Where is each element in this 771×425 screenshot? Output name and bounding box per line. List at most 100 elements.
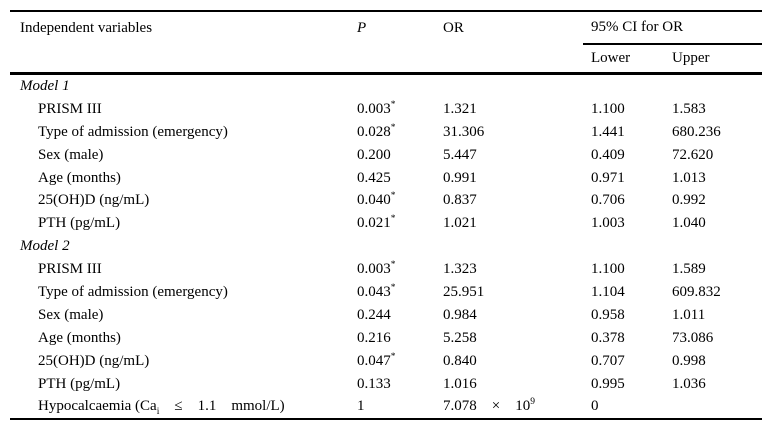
variable-subscript: i [156, 407, 160, 418]
p-value: 0.003* [357, 99, 396, 117]
ci-lower-value: 1.100 [591, 261, 625, 278]
significance-asterisk: * [390, 282, 396, 293]
ci-lower-value: 1.441 [591, 123, 625, 140]
regression-results-table: Independent variables P OR 95% CI for OR… [10, 10, 762, 421]
or-value: 0.991 [443, 169, 477, 186]
variable-label: Hypocalcaemia (Cai ≤ 1.1 mmol/L) [38, 398, 285, 418]
p-value: 0.003* [357, 260, 396, 278]
p-value: 0.216 [357, 329, 391, 346]
or-value: 0.840 [443, 352, 477, 369]
or-value: 7.078 × 109 [443, 397, 535, 415]
or-value: 5.258 [443, 329, 477, 346]
table-row: Sex (male) 0.244 0.984 0.958 1.011 [10, 304, 762, 327]
p-value: 0.200 [357, 146, 391, 163]
ci-lower-value: 1.104 [591, 283, 625, 300]
ci-upper-value: 73.086 [672, 329, 714, 346]
p-value: 0.040* [357, 191, 396, 209]
or-value: 5.447 [443, 146, 477, 163]
table-row: Age (months) 0.425 0.991 0.971 1.013 [10, 167, 762, 190]
header-ci-upper: Upper [672, 50, 710, 66]
ci-upper-value: 1.013 [672, 169, 706, 186]
variable-label: 25(OH)D (ng/mL) [38, 192, 150, 209]
ci-lower-value: 1.100 [591, 100, 625, 117]
table-header: Independent variables P OR 95% CI for OR… [10, 12, 762, 75]
ci-upper-value: 680.236 [672, 123, 721, 140]
ci-upper-value: 1.036 [672, 375, 706, 392]
table-row: Sex (male) 0.200 5.447 0.409 72.620 [10, 144, 762, 167]
p-value: 0.021* [357, 214, 396, 232]
ci-upper-value: 1.589 [672, 261, 706, 278]
significance-asterisk: * [390, 122, 396, 133]
ci-upper-value: 1.011 [672, 306, 706, 323]
ci-lower-value: 0.409 [591, 146, 625, 163]
table-row: PRISM III 0.003* 1.321 1.100 1.583 [10, 98, 762, 121]
variable-label: Age (months) [38, 169, 121, 186]
ci-lower-value: 0.706 [591, 192, 625, 209]
or-value: 1.323 [443, 261, 477, 278]
table-row: 25(OH)D (ng/mL) 0.040* 0.837 0.706 0.992 [10, 189, 762, 212]
table-row: Type of admission (emergency) 0.043* 25.95… [10, 281, 762, 304]
ci-lower-value: 1.003 [591, 215, 625, 232]
table-row: PTH (pg/mL) 0.021* 1.021 1.003 1.040 [10, 212, 762, 235]
ci-upper-value: 609.832 [672, 283, 721, 300]
p-value: 0.133 [357, 375, 391, 392]
table-body: Model 1 PRISM III 0.003* 1.321 1.100 1.583 Typ… [10, 75, 762, 418]
p-value: 0.425 [357, 169, 391, 186]
ci-upper-value: 1.040 [672, 215, 706, 232]
header-p-value: P [357, 20, 367, 36]
variable-label: Age (months) [38, 329, 121, 346]
p-value: 0.043* [357, 282, 396, 300]
table-row: 25(OH)D (ng/mL) 0.047* 0.840 0.707 0.998 [10, 350, 762, 373]
significance-asterisk: * [390, 99, 396, 110]
ci-lower-value: 0 [591, 398, 599, 415]
ci-upper-value: 0.992 [672, 192, 706, 209]
variable-label: Sex (male) [38, 146, 104, 163]
significance-asterisk: * [390, 191, 396, 202]
or-value: 1.321 [443, 100, 477, 117]
or-value: 25.951 [443, 283, 485, 300]
model-section-label: Model 2 [20, 238, 70, 255]
variable-label: Type of admission (emergency) [38, 123, 228, 140]
ci-upper-value: 0.998 [672, 352, 706, 369]
header-independent-variables: Independent variables [20, 20, 153, 36]
variable-label: PTH (pg/mL) [38, 215, 121, 232]
table-row: PRISM III 0.003* 1.323 1.100 1.589 [10, 258, 762, 281]
p-value: 0.047* [357, 351, 396, 369]
table-row: Age (months) 0.216 5.258 0.378 73.086 [10, 327, 762, 350]
model-section-row: Model 1 [10, 75, 762, 98]
ci-upper-value: 1.583 [672, 100, 706, 117]
or-value: 31.306 [443, 123, 485, 140]
or-value: 1.021 [443, 215, 477, 232]
p-value: 1 [357, 398, 365, 415]
or-value: 0.984 [443, 306, 477, 323]
table-row: PTH (pg/mL) 0.133 1.016 0.995 1.036 [10, 373, 762, 396]
p-value: 0.028* [357, 122, 396, 140]
variable-label: 25(OH)D (ng/mL) [38, 352, 150, 369]
header-ci-lower: Lower [591, 50, 631, 66]
table-row: Type of admission (emergency) 0.028* 31.30… [10, 121, 762, 144]
p-value: 0.244 [357, 306, 391, 323]
exponent: 9 [530, 397, 535, 408]
variable-label: PRISM III [38, 100, 102, 117]
variable-label: Type of admission (emergency) [38, 283, 228, 300]
ci-lower-value: 0.378 [591, 329, 625, 346]
ci-upper-value: 72.620 [672, 146, 714, 163]
header-odds-ratio: OR [443, 20, 464, 36]
significance-asterisk: * [390, 351, 396, 362]
model-section-row: Model 2 [10, 235, 762, 258]
table-row: Hypocalcaemia (Cai ≤ 1.1 mmol/L) 1 7.078 ×… [10, 395, 762, 418]
or-value: 1.016 [443, 375, 477, 392]
variable-label: Sex (male) [38, 306, 104, 323]
model-section-label: Model 1 [20, 77, 70, 94]
variable-label: PTH (pg/mL) [38, 375, 121, 392]
header-ci-group: 95% CI for OR [583, 12, 762, 45]
ci-lower-value: 0.995 [591, 375, 625, 392]
ci-lower-value: 0.958 [591, 306, 625, 323]
ci-lower-value: 0.971 [591, 169, 625, 186]
ci-lower-value: 0.707 [591, 352, 625, 369]
or-value: 0.837 [443, 192, 477, 209]
significance-asterisk: * [390, 260, 396, 271]
significance-asterisk: * [390, 214, 396, 225]
variable-label: PRISM III [38, 261, 102, 278]
